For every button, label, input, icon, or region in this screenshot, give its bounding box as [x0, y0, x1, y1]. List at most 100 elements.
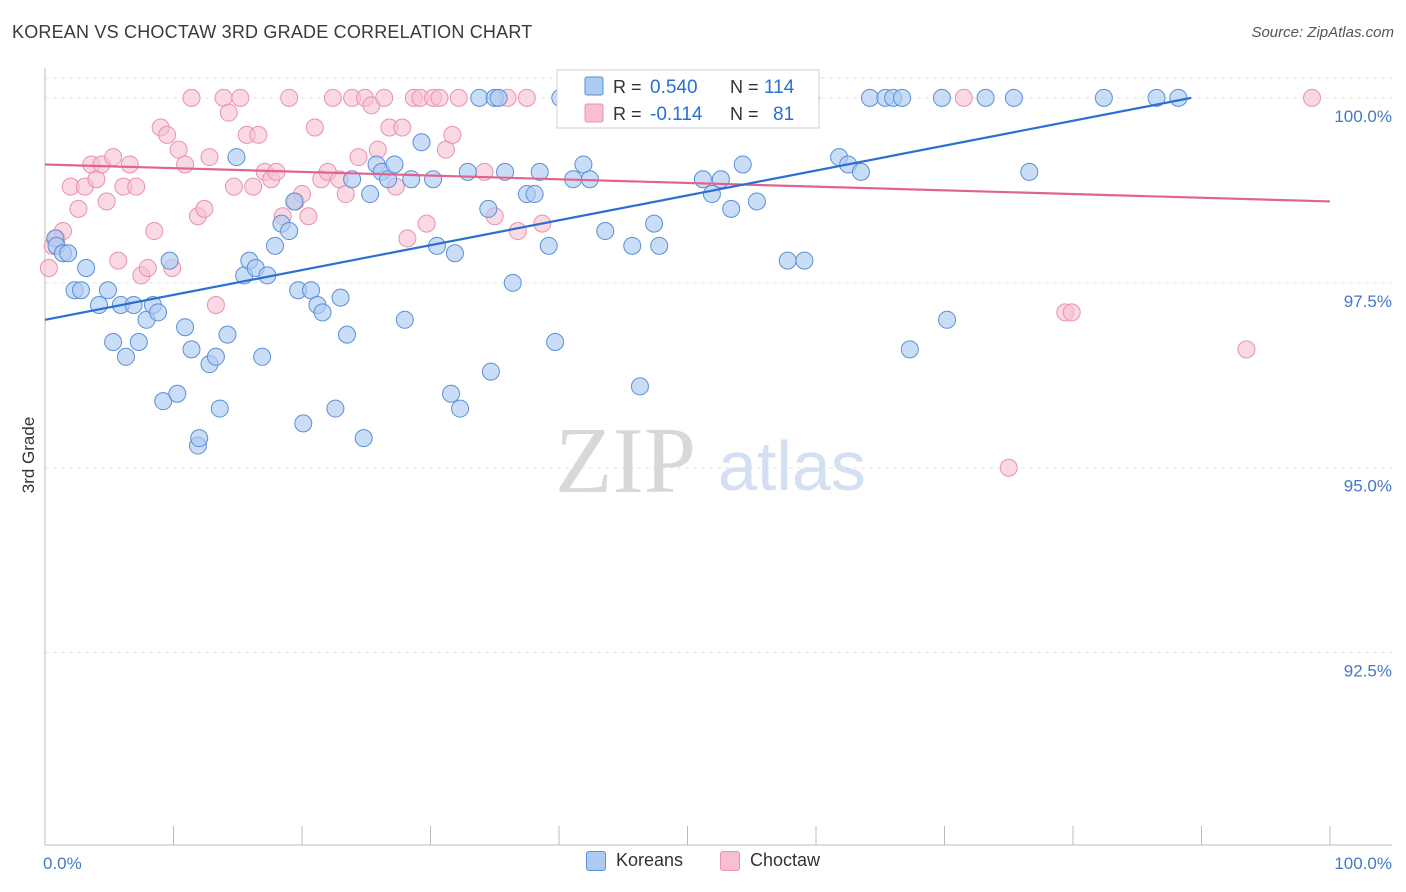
- korean-point: [182, 340, 201, 359]
- korean-point: [160, 251, 179, 270]
- korean-point: [116, 347, 135, 366]
- korean-point: [354, 429, 373, 448]
- choctaw-point: [430, 88, 449, 107]
- korean-point: [149, 303, 168, 322]
- korean-point: [546, 332, 565, 351]
- y-tick-label: 95.0%: [1344, 477, 1392, 496]
- axes: [44, 68, 1392, 846]
- legend-label-choctaw: Choctaw: [750, 850, 821, 870]
- korean-point: [445, 244, 464, 263]
- choctaw-point: [299, 207, 318, 226]
- choctaw-point: [158, 125, 177, 144]
- korean-point: [733, 155, 752, 174]
- choctaw-r-value: -0.114: [650, 104, 703, 125]
- korean-point: [129, 332, 148, 351]
- choctaw-point: [999, 458, 1018, 477]
- korean-point: [893, 88, 912, 107]
- korean-point: [795, 251, 814, 270]
- choctaw-point: [69, 199, 88, 218]
- korean-point: [1169, 88, 1188, 107]
- choctaw-point: [127, 177, 146, 196]
- choctaw-point: [449, 88, 468, 107]
- stats-box: R = 0.540 N = 114 R = -0.114 N = 81: [556, 69, 820, 129]
- korean-point: [489, 88, 508, 107]
- korean-point: [331, 288, 350, 307]
- korean-point: [343, 170, 362, 189]
- y-tick-label: 92.5%: [1344, 662, 1392, 681]
- korean-point: [253, 347, 272, 366]
- legend-swatch-choctaw: [720, 850, 741, 871]
- korean-point: [1147, 88, 1166, 107]
- korean-point: [525, 185, 544, 204]
- watermark-atlas: atlas: [718, 427, 866, 505]
- korean-point: [59, 244, 78, 263]
- korean-point: [176, 318, 195, 337]
- korean-point: [851, 162, 870, 181]
- choctaw-point: [104, 148, 123, 167]
- legend-item-choctaw[interactable]: Choctaw: [720, 850, 820, 871]
- choctaw-n-label: N =: [730, 104, 759, 124]
- korean-r-value: 0.540: [650, 77, 698, 98]
- korean-point: [470, 88, 489, 107]
- choctaw-point: [393, 118, 412, 137]
- y-axis-label: 3rd Grade: [19, 417, 38, 494]
- korean-point: [860, 88, 879, 107]
- choctaw-point: [109, 251, 128, 270]
- choctaw-point: [1237, 340, 1256, 359]
- source-label: Source: ZipAtlas.com: [1251, 24, 1394, 41]
- korean-point: [479, 199, 498, 218]
- legend-swatch-koreans: [585, 850, 606, 871]
- korean-stat-swatch: [584, 76, 604, 96]
- y-tick-label: 97.5%: [1344, 292, 1392, 311]
- legend-item-koreans[interactable]: Koreans: [585, 850, 683, 871]
- korean-point: [280, 222, 299, 241]
- korean-point: [294, 414, 313, 433]
- chart-title: KOREAN VS CHOCTAW 3RD GRADE CORRELATION …: [12, 22, 533, 42]
- korean-point: [124, 296, 143, 315]
- korean-r-label: R =: [613, 77, 642, 97]
- choctaw-point: [417, 214, 436, 233]
- korean-point: [285, 192, 304, 211]
- korean-point: [496, 162, 515, 181]
- korean-point: [722, 199, 741, 218]
- choctaw-point: [231, 88, 250, 107]
- korean-point: [596, 222, 615, 241]
- choctaw-point: [138, 259, 157, 278]
- korean-point: [190, 429, 209, 448]
- korean-point: [976, 88, 995, 107]
- korean-point: [451, 399, 470, 418]
- choctaw-point: [1303, 88, 1322, 107]
- series-koreans: [46, 88, 1188, 455]
- korean-point: [711, 170, 730, 189]
- choctaw-point: [206, 296, 225, 315]
- choctaw-n-value: 81: [773, 104, 794, 125]
- choctaw-point: [219, 103, 238, 122]
- choctaw-point: [176, 155, 195, 174]
- korean-point: [218, 325, 237, 344]
- korean-point: [210, 399, 229, 418]
- korean-point: [412, 133, 431, 152]
- korean-point: [650, 236, 669, 255]
- korean-point: [778, 251, 797, 270]
- choctaw-point: [517, 88, 536, 107]
- choctaw-point: [954, 88, 973, 107]
- choctaw-point: [120, 155, 139, 174]
- korean-point: [361, 185, 380, 204]
- choctaw-point: [182, 88, 201, 107]
- choctaw-point: [224, 177, 243, 196]
- korean-point: [168, 384, 187, 403]
- korean-point: [645, 214, 664, 233]
- korean-point: [424, 170, 443, 189]
- trend-lines: [44, 96, 1331, 321]
- korean-point: [385, 155, 404, 174]
- korean-point: [1094, 88, 1113, 107]
- choctaw-point: [398, 229, 417, 248]
- tick-labels: 100.0% 97.5% 95.0% 92.5% 0.0% 100.0%: [43, 107, 1392, 873]
- watermark: ZIP atlas: [555, 409, 866, 513]
- choctaw-point: [443, 125, 462, 144]
- korean-point: [932, 88, 951, 107]
- choctaw-point: [305, 118, 324, 137]
- choctaw-point: [508, 222, 527, 241]
- korean-n-label: N =: [730, 77, 759, 97]
